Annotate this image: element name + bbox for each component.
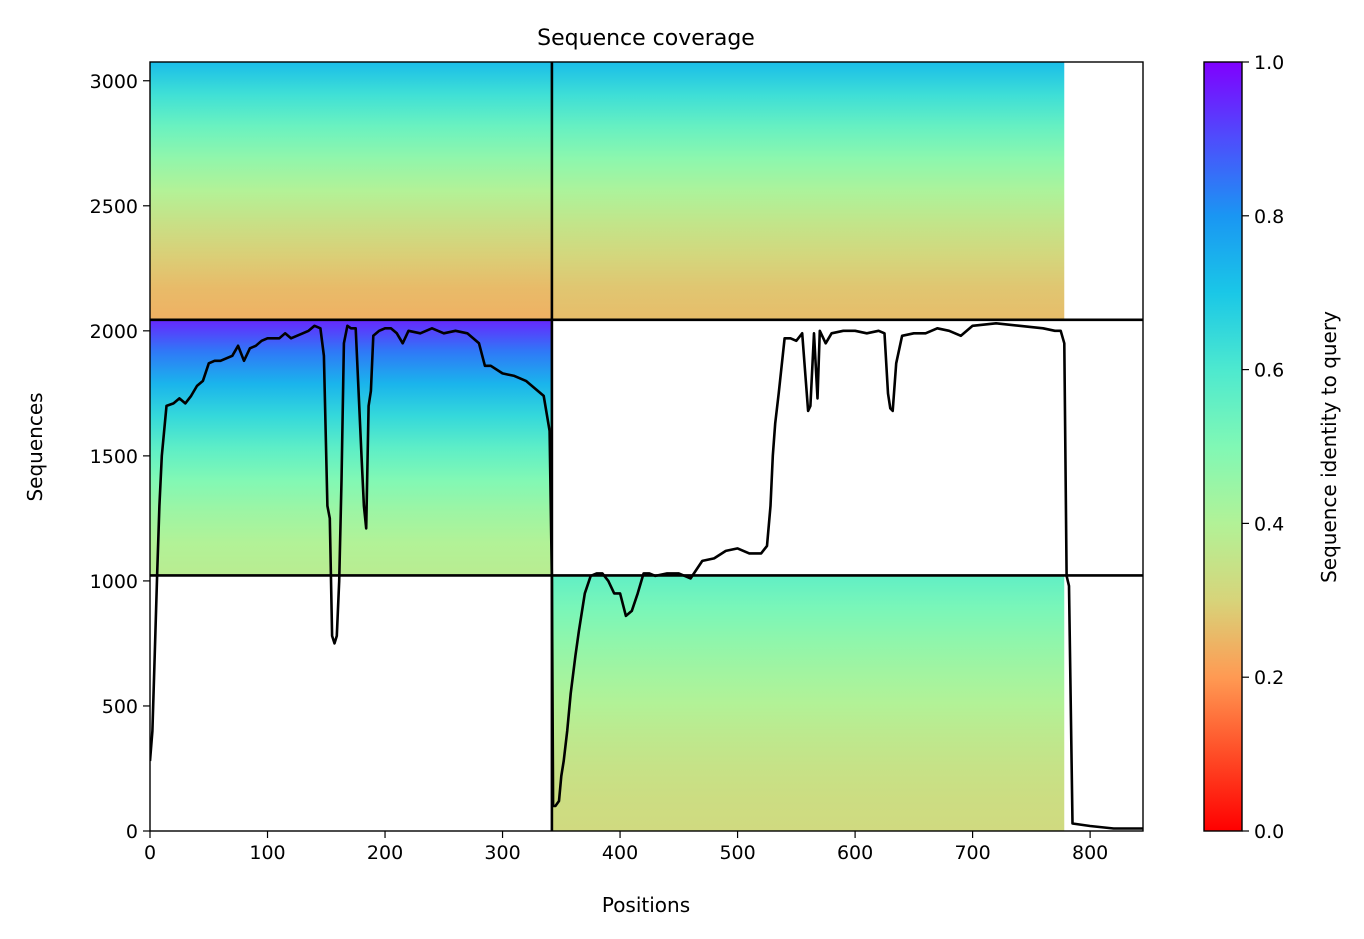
x-tick-label: 200 xyxy=(367,842,403,864)
colorbar-tick-label: 0.2 xyxy=(1254,667,1284,689)
x-tick-label: 100 xyxy=(249,842,285,864)
x-tick-label: 700 xyxy=(954,842,990,864)
x-tick-label: 800 xyxy=(1072,842,1108,864)
colorbar-tick-label: 1.0 xyxy=(1254,52,1284,74)
x-tick-label: 500 xyxy=(719,842,755,864)
coverage-line xyxy=(150,322,1143,830)
y-tick-label: 1500 xyxy=(90,446,138,468)
y-axis-label: Sequences xyxy=(23,392,47,501)
y-tick-label: 0 xyxy=(126,821,138,843)
y-axis-ticks: 0 500 1000 1500 2000 2500 3000 xyxy=(90,71,150,843)
plot-frame xyxy=(149,61,1144,832)
y-tick-label: 2000 xyxy=(90,321,138,343)
y-tick-label: 3000 xyxy=(90,71,138,93)
x-tick-label: 0 xyxy=(144,842,156,864)
coverage-block xyxy=(551,575,1065,831)
x-tick-label: 600 xyxy=(837,842,873,864)
coverage-block xyxy=(150,62,552,320)
x-tick-label: 300 xyxy=(484,842,520,864)
colorbar-tick-label: 0.4 xyxy=(1254,513,1284,535)
colorbar-tick-label: 0.6 xyxy=(1254,360,1284,382)
y-tick-label: 1000 xyxy=(90,571,138,593)
colorbar-tick-label: 0.0 xyxy=(1254,821,1284,843)
coverage-block xyxy=(150,319,552,576)
y-tick-label: 500 xyxy=(102,696,138,718)
x-axis-label: Positions xyxy=(602,893,690,917)
x-tick-label: 400 xyxy=(602,842,638,864)
coverage-blocks xyxy=(150,62,1065,831)
y-tick-label: 2500 xyxy=(90,196,138,218)
colorbar xyxy=(1203,61,1243,832)
colorbar-tick-label: 0.8 xyxy=(1254,206,1284,228)
chart-title: Sequence coverage xyxy=(537,26,755,51)
x-axis-ticks: 0 100 200 300 400 500 600 700 800 xyxy=(144,831,1108,864)
colorbar-ticks: 0.0 0.2 0.4 0.6 0.8 1.0 xyxy=(1242,52,1284,843)
colorbar-label: Sequence identity to query xyxy=(1317,311,1341,583)
coverage-block xyxy=(551,62,1065,320)
